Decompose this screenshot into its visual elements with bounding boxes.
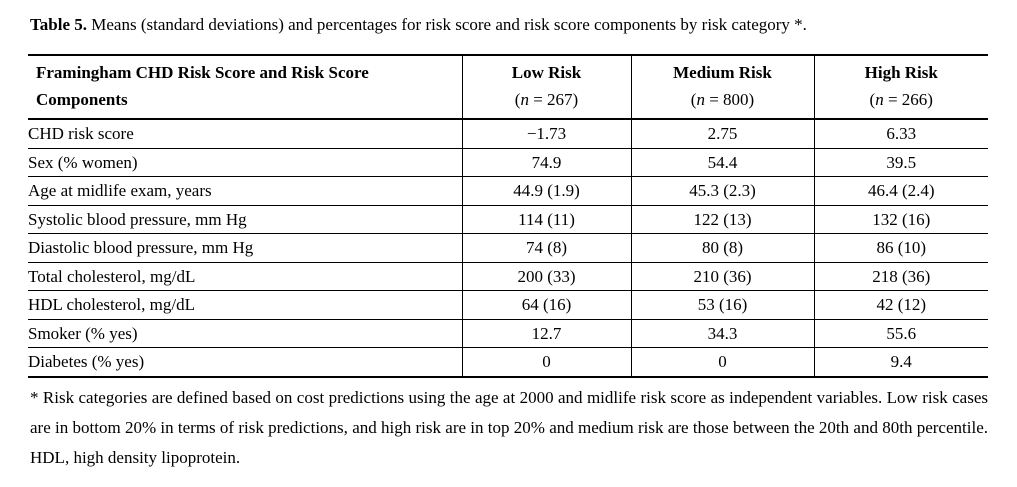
table-caption-text: Means (standard deviations) and percenta…: [87, 15, 807, 34]
table-caption: Table 5. Means (standard deviations) and…: [30, 14, 989, 36]
cell-high: 9.4: [813, 347, 988, 377]
cell-high: 39.5: [813, 148, 988, 177]
column-header-low-risk: Low Risk (n = 267): [461, 55, 631, 120]
cell-high: 6.33: [813, 119, 988, 149]
cell-low: −1.73: [461, 119, 631, 149]
cell-low: 74.9: [461, 148, 631, 177]
table-footnote: * Risk categories are defined based on c…: [30, 387, 988, 467]
row-label: Diabetes (% yes): [28, 352, 145, 371]
table-row-age: Age at midlife exam, years 44.9 (1.9) 45…: [28, 176, 988, 206]
cell-low: 64 (16): [461, 290, 631, 320]
column-header-medium-risk: Medium Risk (n = 800): [630, 55, 814, 120]
cell-low: 74 (8): [461, 233, 631, 263]
cell-medium: 210 (36): [630, 262, 814, 291]
cell-medium: 53 (16): [630, 290, 814, 320]
column-label: Low Risk: [511, 63, 582, 82]
stub-header-line1: Framingham CHD Risk Score and Risk Score: [36, 63, 369, 82]
table-row-chd-risk-score: CHD risk score −1.73 2.75 6.33: [28, 119, 988, 149]
risk-score-table: Framingham CHD Risk Score and Risk Score…: [28, 54, 988, 378]
column-label: Medium Risk: [673, 63, 772, 82]
cell-low: 200 (33): [461, 262, 631, 291]
table-row-total-cholesterol: Total cholesterol, mg/dL 200 (33) 210 (3…: [28, 262, 988, 291]
header-row: Framingham CHD Risk Score and Risk Score…: [28, 55, 988, 120]
row-label: Age at midlife exam, years: [28, 176, 462, 206]
cell-low: 114 (11): [461, 205, 631, 234]
cell-low: 0: [461, 347, 631, 377]
cell-medium: 54.4: [630, 148, 814, 177]
cell-medium: 80 (8): [630, 233, 814, 263]
cell-medium: 122 (13): [630, 205, 814, 234]
table-row-diastolic-bp: Diastolic blood pressure, mm Hg 74 (8) 8…: [28, 233, 988, 263]
row-label: Sex (% women): [28, 148, 462, 177]
cell-medium: 34.3: [630, 319, 814, 348]
cell-high: 132 (16): [813, 205, 988, 234]
table-row-diabetes: Diabetes (% yes) 0 0 9.4: [28, 347, 988, 377]
cell-medium: 45.3 (2.3): [630, 176, 814, 206]
stub-header: Framingham CHD Risk Score and Risk Score…: [28, 55, 462, 120]
table-row-hdl-cholesterol: HDL cholesterol, mg/dL 64 (16) 53 (16) 4…: [28, 290, 988, 320]
column-header-high-risk: High Risk (n = 266): [813, 55, 988, 120]
column-label: High Risk: [864, 63, 938, 82]
cell-low: 44.9 (1.9): [461, 176, 631, 206]
cell-high: 46.4 (2.4): [813, 176, 988, 206]
column-n-count: (n = 266): [869, 90, 933, 109]
cell-medium: 2.75: [630, 119, 814, 149]
cell-high: 42 (12): [813, 290, 988, 320]
row-label: Total cholesterol, mg/dL: [28, 262, 462, 291]
row-label: CHD risk score: [28, 119, 462, 149]
cell-high: 218 (36): [813, 262, 988, 291]
row-label: Smoker (% yes): [28, 319, 462, 348]
row-label: HDL cholesterol, mg/dL: [28, 290, 462, 320]
cell-high: 86 (10): [813, 233, 988, 263]
column-n-count: (n = 800): [690, 90, 755, 109]
table-number: Table 5.: [30, 15, 88, 34]
table-row-smoker: Smoker (% yes) 12.7 34.3 55.6: [28, 319, 988, 348]
stub-header-line2: Components: [36, 90, 128, 109]
table-row-systolic-bp: Systolic blood pressure, mm Hg 114 (11) …: [28, 205, 988, 234]
row-label: Diastolic blood pressure, mm Hg: [28, 233, 462, 263]
table-row-sex: Sex (% women) 74.9 54.4 39.5: [28, 148, 988, 177]
row-label: Systolic blood pressure, mm Hg: [28, 205, 462, 234]
table-body: CHD risk score −1.73 2.75 6.33 Sex (% wo…: [28, 119, 988, 377]
table-header: Framingham CHD Risk Score and Risk Score…: [28, 55, 988, 120]
column-n-count: (n = 267): [514, 90, 579, 109]
cell-medium: 0: [630, 347, 814, 377]
cell-high: 55.6: [813, 319, 988, 348]
cell-low: 12.7: [461, 319, 631, 348]
